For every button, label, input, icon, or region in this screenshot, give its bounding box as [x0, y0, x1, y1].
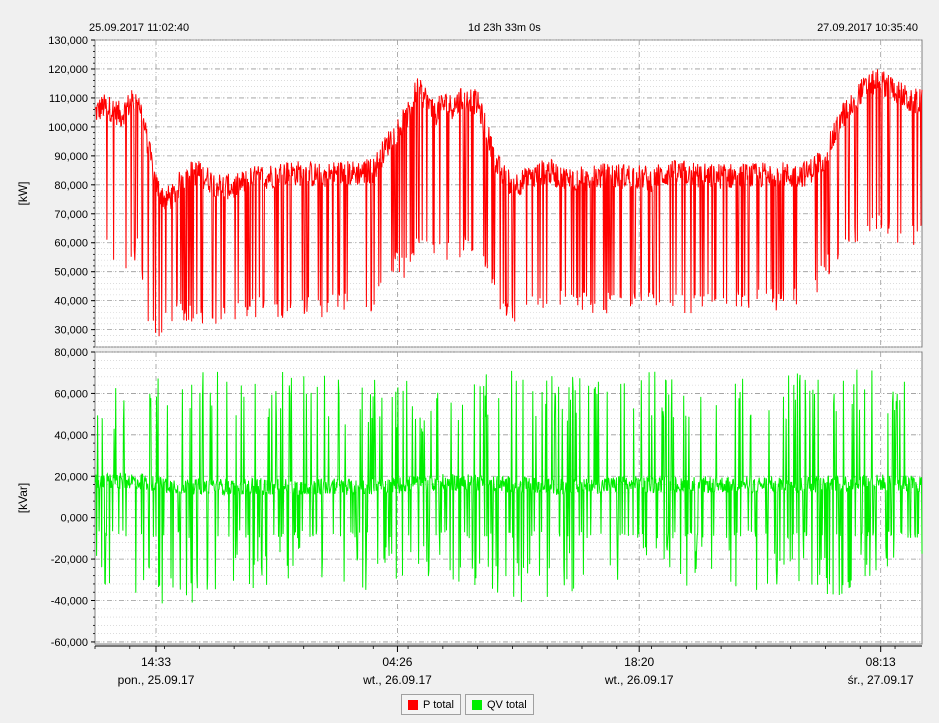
p-total-swatch — [408, 699, 418, 710]
y-tick-label-qv: -40,000 — [51, 596, 88, 608]
y-axis-label-qv: [kVar] — [16, 483, 30, 513]
duration-label: 1d 23h 33m 0s — [468, 22, 541, 34]
y-tick-label-qv: 80,000 — [54, 347, 88, 359]
legend-label-qv-total: QV total — [487, 698, 527, 711]
x-tick-date: śr., 27.09.17 — [848, 673, 914, 687]
y-tick-label-p: 60,000 — [54, 238, 88, 250]
legend-item-qv-total[interactable]: QV total — [465, 694, 534, 715]
legend: P total QV total — [401, 694, 535, 715]
y-tick-label-p: 70,000 — [54, 209, 88, 221]
end-timestamp: 27.09.2017 10:35:40 — [817, 22, 918, 34]
y-tick-label-qv: 60,000 — [54, 388, 88, 400]
legend-item-p-total[interactable]: P total — [401, 694, 461, 715]
legend-label-p-total: P total — [423, 698, 454, 711]
y-tick-label-p: 30,000 — [54, 325, 88, 337]
x-tick-time: 08:13 — [866, 655, 896, 669]
series-line-p — [94, 69, 923, 337]
y-tick-label-p: 80,000 — [54, 180, 88, 192]
x-tick-date: pon., 25.09.17 — [118, 673, 195, 687]
x-tick-date: wt., 26.09.17 — [362, 673, 432, 687]
chart-area[interactable]: 130,000 120,000 110,000 100,000 90,000 80,000… — [0, 0, 939, 690]
y-tick-label-p: 90,000 — [54, 151, 88, 163]
y-tick-label-p: 130,000 — [48, 35, 88, 47]
series-line-qv — [94, 369, 923, 604]
y-tick-label-p: 100,000 — [48, 122, 88, 134]
y-tick-label-p: 110,000 — [49, 93, 88, 105]
x-tick-date: wt., 26.09.17 — [604, 673, 674, 687]
y-tick-label-qv: 0,000 — [60, 513, 88, 525]
y-tick-label-qv: -60,000 — [51, 637, 88, 649]
y-tick-label-qv: 20,000 — [54, 471, 88, 483]
x-tick-time: 04:26 — [382, 655, 412, 669]
y-tick-label-qv: 40,000 — [54, 430, 88, 442]
start-timestamp: 25.09.2017 11:02:40 — [89, 22, 190, 34]
y-axis-label-p: [kW] — [16, 182, 30, 206]
x-tick-time: 14:33 — [141, 655, 171, 669]
y-tick-label-qv: -20,000 — [51, 554, 88, 566]
y-tick-label-p: 120,000 — [48, 64, 88, 76]
x-tick-time: 18:20 — [624, 655, 654, 669]
y-tick-label-p: 50,000 — [54, 267, 88, 279]
qv-total-swatch — [472, 699, 482, 710]
y-tick-label-p: 40,000 — [54, 296, 88, 308]
